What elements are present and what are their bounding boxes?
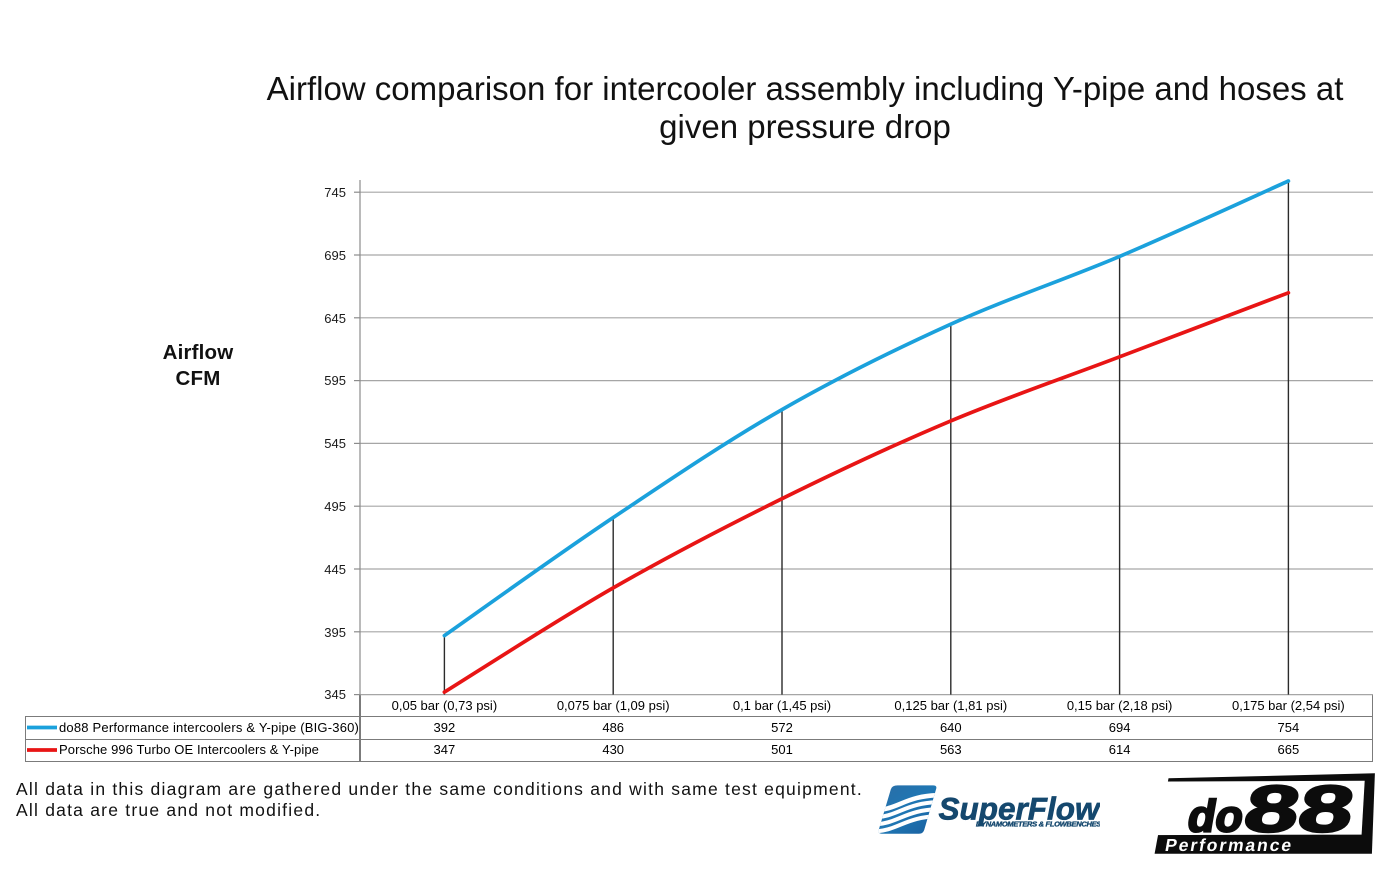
svg-text:DYNAMOMETERS & FLOWBENCHES: DYNAMOMETERS & FLOWBENCHES (976, 820, 1101, 829)
svg-text:Performance: Performance (1164, 835, 1295, 855)
svg-text:do: do (1184, 791, 1248, 842)
svg-text:SuperFlow: SuperFlow (939, 791, 1103, 827)
svg-text:88: 88 (1239, 773, 1360, 846)
